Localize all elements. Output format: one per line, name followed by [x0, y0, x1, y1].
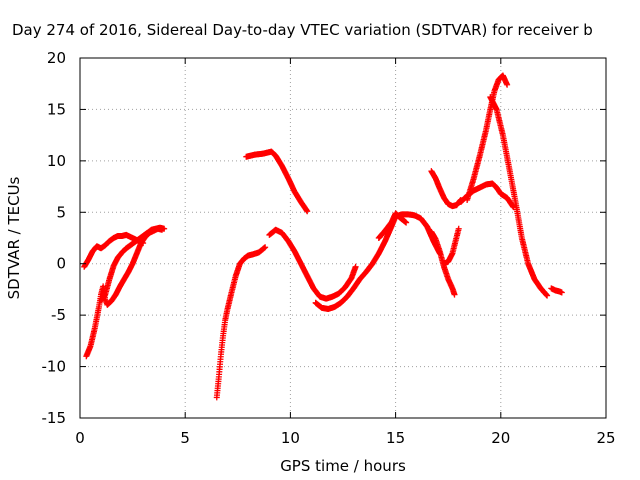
series-arc-10 — [440, 225, 462, 267]
x-tick-label: 15 — [386, 429, 405, 447]
axis-ticks — [79, 57, 607, 419]
x-axis-label: GPS time / hours — [280, 457, 406, 475]
series-arc-3 — [98, 224, 168, 304]
y-tick-label: 15 — [47, 100, 66, 118]
x-tick-label: 5 — [180, 429, 190, 447]
series-arc-8 — [375, 210, 410, 241]
y-tick-label: -15 — [42, 409, 67, 427]
y-tick-label: 0 — [56, 255, 66, 273]
y-axis-label: SDTVAR / TECUs — [5, 176, 23, 299]
x-tick-label: 25 — [596, 429, 615, 447]
data-point — [352, 263, 359, 270]
data-point — [403, 219, 410, 226]
series-arc-4 — [213, 244, 269, 401]
y-tick-label: 20 — [47, 49, 66, 67]
series-arc-13 — [464, 72, 511, 203]
series-arc-14 — [487, 94, 551, 299]
data-point — [558, 289, 565, 296]
series-arc-11 — [428, 168, 464, 210]
series-arc-9 — [428, 228, 458, 298]
y-tick-label: -5 — [51, 306, 66, 324]
x-tick-label: 20 — [491, 429, 510, 447]
y-tick-label: 10 — [47, 152, 66, 170]
y-tick-label: -10 — [42, 358, 67, 376]
data-point — [544, 292, 551, 299]
series-arc-15 — [548, 285, 565, 296]
tick-labels: 0 5 10 15 20 25 -15 -10 -5 0 5 10 15 20 — [42, 49, 616, 447]
data-point — [304, 208, 311, 215]
x-tick-label: 10 — [281, 429, 300, 447]
data-point — [262, 244, 269, 251]
data-point — [504, 81, 511, 88]
plot-frame — [79, 57, 607, 419]
series-arc-6 — [266, 226, 359, 302]
y-tick-label: 5 — [56, 203, 66, 221]
data-series — [81, 72, 565, 401]
x-tick-label: 0 — [75, 429, 85, 447]
data-point — [455, 225, 462, 232]
series-arc-5 — [243, 148, 311, 215]
data-point — [161, 225, 168, 232]
chart-title: Day 274 of 2016, Sidereal Day-to-day VTE… — [12, 21, 593, 39]
data-point — [451, 291, 458, 298]
